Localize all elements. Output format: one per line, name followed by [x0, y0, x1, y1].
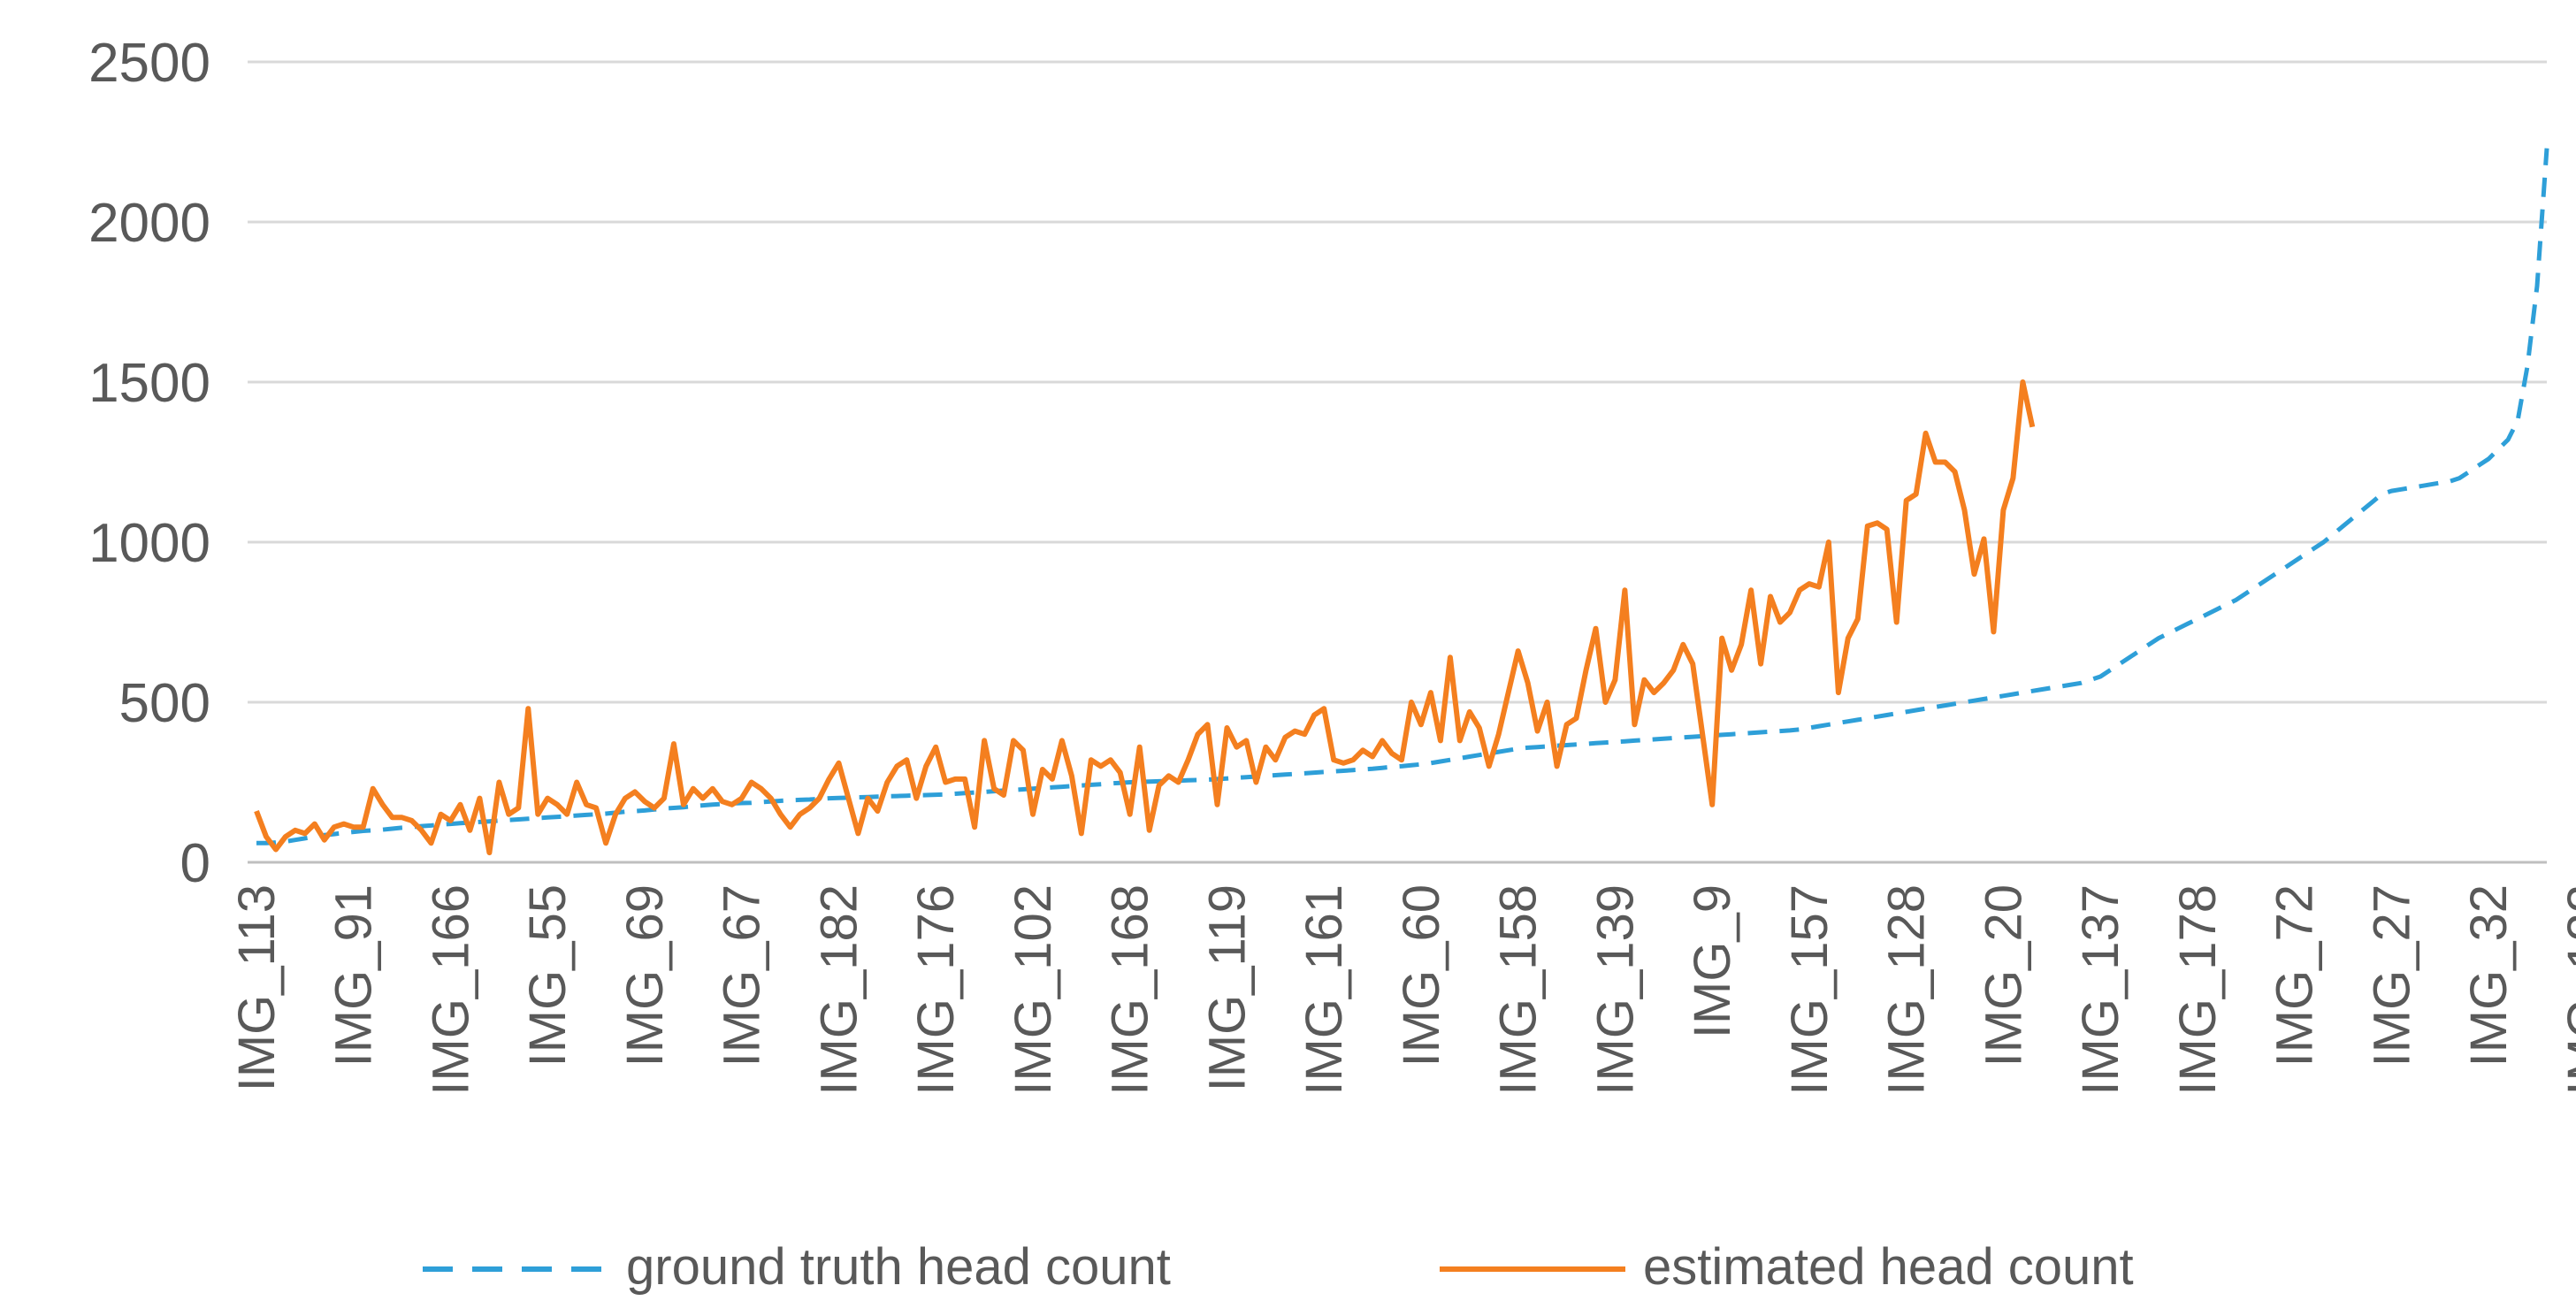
series-line-0	[256, 148, 2549, 845]
series-line-1	[254, 379, 2036, 856]
x-tick-label: IMG_67	[714, 884, 771, 1067]
y-tick-label: 2500	[88, 33, 210, 94]
x-tick-label: IMG_139	[1586, 884, 1644, 1096]
x-tick-label: IMG_91	[325, 884, 383, 1067]
x-tick-label: IMG_168	[1102, 884, 1159, 1096]
x-tick-label: IMG_176	[907, 884, 965, 1096]
y-tick-label: 500	[119, 673, 210, 734]
x-tick-label: IMG_60	[1393, 884, 1450, 1067]
x-tick-label: IMG_113	[228, 884, 286, 1091]
x-tick-label: IMG_69	[616, 884, 674, 1067]
x-tick-label: IMG_182	[810, 884, 868, 1096]
y-tick-label: 0	[180, 833, 210, 894]
x-tick-label: IMG_20	[1975, 884, 2032, 1067]
x-tick-label: IMG_72	[2266, 884, 2324, 1067]
x-axis-tick-labels: IMG_113 IMG_91 IMG_166 IMG_55 IMG_69 IMG_67 IM…	[228, 884, 2576, 1096]
x-tick-label: IMG_9	[1684, 884, 1741, 1038]
x-tick-label: IMG_178	[2169, 884, 2227, 1096]
x-tick-label: IMG_102	[1005, 884, 1062, 1096]
x-tick-label: IMG_122	[2557, 884, 2576, 1096]
x-tick-label: IMG_32	[2460, 884, 2518, 1067]
x-tick-label: IMG_161	[1296, 884, 1353, 1096]
x-tick-label: IMG_158	[1490, 884, 1548, 1096]
x-tick-label: IMG_157	[1781, 884, 1838, 1096]
y-tick-label: 2000	[88, 193, 210, 254]
x-tick-label: IMG_166	[422, 884, 479, 1096]
x-tick-label: IMG_55	[519, 884, 577, 1067]
x-tick-label: IMG_27	[2363, 884, 2420, 1067]
x-tick-label: IMG_128	[1878, 884, 1936, 1096]
legend-label-ground-truth: ground truth head count	[626, 1238, 1171, 1296]
y-axis-tick-labels: 0 500 1000 1500 2000 2500	[88, 33, 210, 894]
y-tick-label: 1000	[88, 513, 210, 574]
x-tick-label: IMG_137	[2072, 884, 2129, 1096]
y-tick-label: 1500	[88, 353, 210, 414]
series-lines	[254, 148, 2549, 856]
x-tick-label: IMG_119	[1198, 884, 1256, 1091]
gridlines	[248, 60, 2547, 864]
legend-label-estimated: estimated head count	[1643, 1238, 2134, 1296]
legend: ground truth head count estimated head c…	[423, 1238, 2134, 1296]
